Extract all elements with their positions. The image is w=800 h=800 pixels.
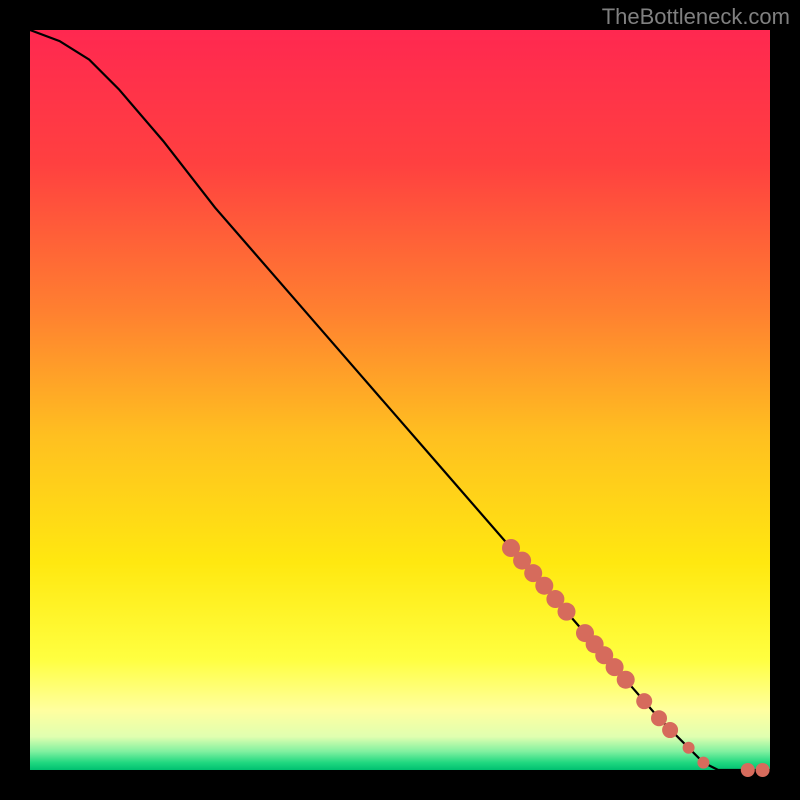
data-marker — [636, 693, 652, 709]
data-marker — [651, 710, 667, 726]
data-marker — [756, 763, 770, 777]
data-marker — [662, 722, 678, 738]
data-marker — [683, 742, 695, 754]
plot-background — [30, 30, 770, 770]
data-marker — [617, 671, 635, 689]
bottleneck-chart — [0, 0, 800, 800]
data-marker — [697, 757, 709, 769]
data-marker — [741, 763, 755, 777]
data-marker — [558, 603, 576, 621]
watermark-text: TheBottleneck.com — [602, 4, 790, 30]
